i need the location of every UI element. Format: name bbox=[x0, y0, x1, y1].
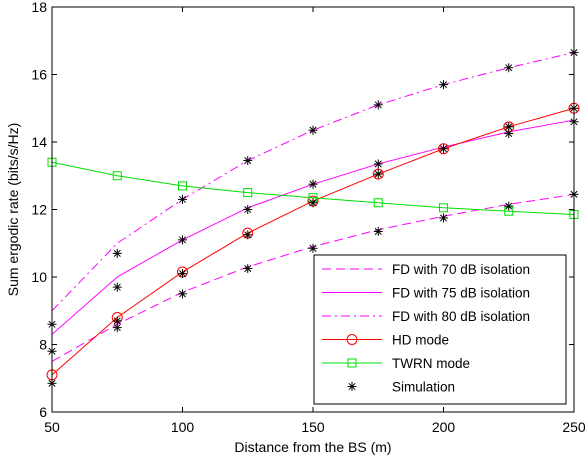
legend-item-1: FD with 75 dB isolation bbox=[322, 286, 530, 301]
legend-marker-3 bbox=[346, 334, 358, 345]
series-4-marker-3 bbox=[243, 188, 253, 198]
legend-item-5: Simulation bbox=[347, 380, 455, 395]
simulation-point-11 bbox=[243, 264, 253, 274]
y-tick-label: 6 bbox=[39, 404, 47, 420]
y-tick-label: 18 bbox=[31, 0, 47, 15]
y-tick-label: 14 bbox=[31, 134, 47, 150]
legend-label-1: FD with 75 dB isolation bbox=[392, 286, 530, 301]
legend-label-4: TWRN mode bbox=[392, 356, 470, 371]
y-tick-label: 16 bbox=[31, 67, 47, 83]
x-tick-label: 50 bbox=[44, 419, 60, 435]
x-axis-label: Distance from the BS (m) bbox=[234, 439, 391, 455]
legend-box bbox=[313, 254, 567, 405]
x-tick-label: 250 bbox=[562, 419, 586, 435]
x-tick-label: 150 bbox=[301, 419, 325, 435]
legend-marker-5 bbox=[347, 382, 357, 391]
legend-label-3: HD mode bbox=[392, 333, 449, 348]
legend-item-2: FD with 80 dB isolation bbox=[322, 309, 530, 324]
series-4-marker-6 bbox=[439, 203, 448, 213]
simulation-point-5 bbox=[112, 282, 122, 292]
simulation-point-29 bbox=[504, 63, 514, 73]
y-tick-label: 12 bbox=[31, 202, 47, 218]
simulation-point-20 bbox=[373, 169, 383, 179]
legend-label-5: Simulation bbox=[392, 380, 455, 395]
simulation-point-24 bbox=[439, 144, 448, 154]
simulation-point-7 bbox=[178, 289, 187, 299]
legend-marker-4 bbox=[347, 358, 357, 368]
legend-item-4: TWRN mode bbox=[322, 356, 470, 371]
x-tick-label: 100 bbox=[171, 419, 195, 435]
simulation-point-23 bbox=[439, 213, 448, 223]
simulation-point-26 bbox=[504, 201, 514, 211]
simulation-point-16 bbox=[308, 198, 318, 208]
simulation-point-4 bbox=[112, 316, 122, 326]
simulation-point-21 bbox=[373, 159, 383, 169]
simulation-point-19 bbox=[373, 226, 383, 236]
series-line-4 bbox=[51, 161, 575, 216]
axis-ticks: 50 100 150 200 250 6 8 10 12 14 16 18 bbox=[31, 0, 585, 435]
series-4-marker-1 bbox=[112, 171, 122, 181]
x-tick-label: 200 bbox=[432, 419, 456, 435]
plot-area bbox=[46, 48, 580, 388]
simulation-point-12 bbox=[243, 230, 253, 240]
series-4-marker-5 bbox=[373, 198, 383, 208]
simulation-point-6 bbox=[112, 248, 122, 258]
simulation-point-13 bbox=[243, 205, 253, 214]
legend-label-0: FD with 70 dB isolation bbox=[392, 262, 530, 277]
series-4-marker-2 bbox=[178, 181, 187, 191]
simulation-point-15 bbox=[308, 243, 318, 253]
series-line-2 bbox=[51, 52, 575, 312]
simulation-point-28 bbox=[504, 122, 514, 132]
simulation-point-18 bbox=[308, 125, 318, 135]
simulation-point-22 bbox=[373, 100, 383, 110]
series-2 bbox=[51, 52, 575, 312]
series-3-marker-6 bbox=[438, 143, 449, 155]
simulation-point-25 bbox=[439, 80, 448, 90]
y-tick-label: 10 bbox=[31, 269, 47, 285]
simulation-point-14 bbox=[243, 156, 253, 166]
simulation-point-9 bbox=[178, 235, 187, 245]
simulation-point-17 bbox=[308, 179, 318, 189]
simulation-point-10 bbox=[178, 194, 187, 204]
simulation-point-3 bbox=[112, 323, 122, 333]
legend-item-3: HD mode bbox=[322, 333, 449, 348]
y-axis-label: Sum ergodic rate (bits/s/Hz) bbox=[5, 123, 21, 297]
simulation-point-8 bbox=[178, 269, 187, 279]
legend: FD with 70 dB isolation FD with 75 dB iso… bbox=[313, 254, 567, 405]
legend-item-0: FD with 70 dB isolation bbox=[322, 262, 530, 277]
series-3-marker-5 bbox=[372, 168, 384, 180]
y-tick-label: 8 bbox=[39, 337, 47, 353]
legend-label-2: FD with 80 dB isolation bbox=[392, 309, 530, 324]
